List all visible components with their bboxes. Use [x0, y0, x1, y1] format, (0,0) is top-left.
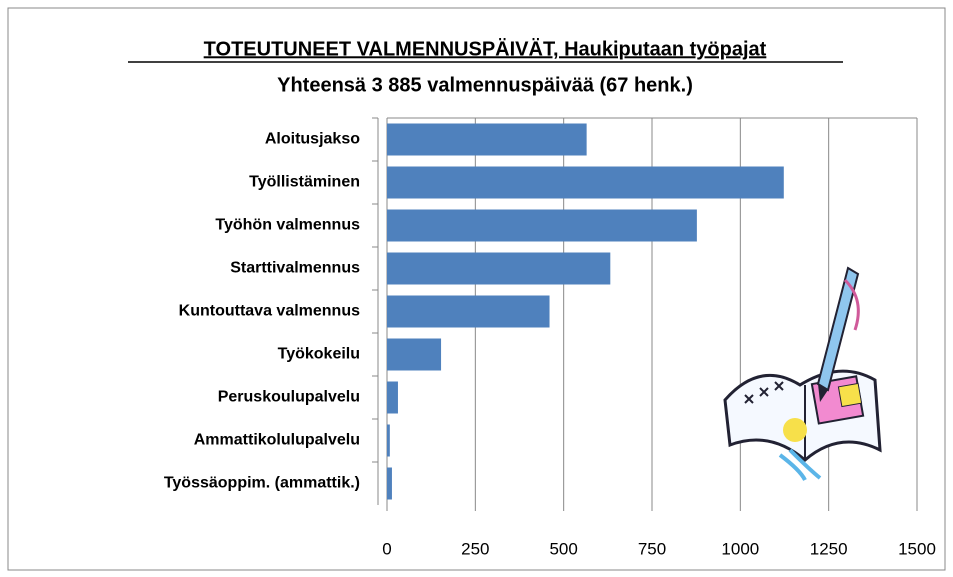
x-tick-label: 750 — [638, 539, 666, 558]
bar — [387, 209, 697, 242]
plot-area: 0 250 500 750 1000 1250 1500 Aloitusjakso Työlli… — [164, 117, 936, 558]
x-tick-label: 250 — [461, 539, 489, 558]
chart-title: TOTEUTUNEET VALMENNUSPÄIVÄT, Haukiputaan… — [204, 37, 767, 60]
clipart — [723, 266, 882, 481]
bar — [387, 338, 442, 371]
bar — [387, 123, 587, 156]
pencil-swirl — [843, 278, 860, 331]
x-tick-label: 0 — [382, 539, 391, 558]
x-tick-label: 1250 — [810, 539, 848, 558]
y-tick-label: Ammattikolulupalvelu — [194, 432, 360, 449]
book-square — [837, 382, 863, 408]
sun — [783, 418, 807, 442]
y-tick-label: Kuntouttava valmennus — [179, 303, 360, 320]
y-tick-label: Työssäoppim. (ammattik.) — [164, 475, 360, 492]
pencil-tip — [818, 384, 828, 402]
bar — [387, 467, 392, 500]
x-tick-label: 1500 — [898, 539, 936, 558]
x-tick-label: 1000 — [721, 539, 759, 558]
y-tick-label: Työkokeilu — [278, 346, 360, 363]
bar — [387, 381, 398, 414]
ribbons — [778, 448, 822, 481]
y-tick-label: Työllistäminen — [249, 174, 360, 191]
chart-subtitle: Yhteensä 3 885 valmennuspäivää (67 henk.… — [277, 74, 693, 96]
chart-border — [7, 7, 946, 571]
y-tick-label: Peruskoulupalvelu — [218, 389, 360, 406]
bar — [387, 166, 784, 199]
y-tick-label: Starttivalmennus — [230, 260, 360, 277]
y-tick-label: Työhön valmennus — [215, 217, 360, 234]
y-tick-label: Aloitusjakso — [265, 131, 360, 148]
bar — [387, 252, 611, 285]
bar — [387, 295, 550, 328]
x-tick-label: 500 — [549, 539, 577, 558]
bar — [387, 424, 390, 457]
crosses — [744, 381, 784, 404]
